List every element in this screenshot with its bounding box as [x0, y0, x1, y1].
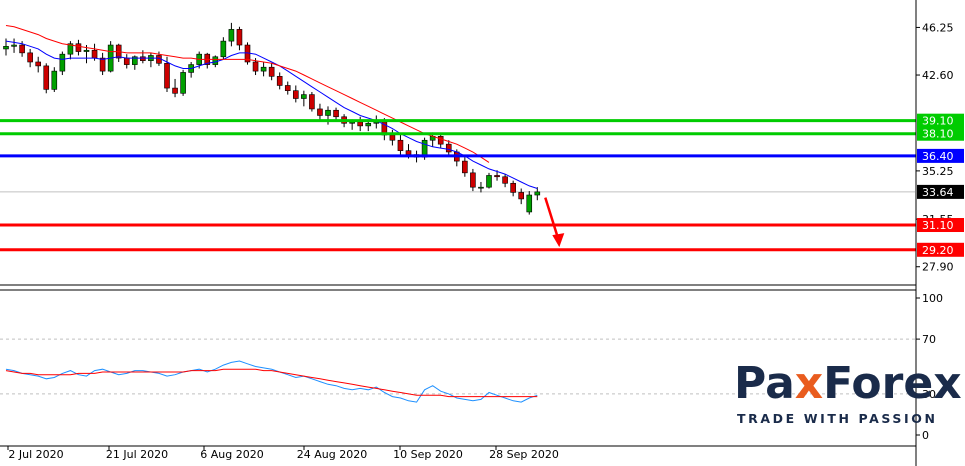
- slow-moving-average-line: [5, 25, 490, 163]
- candle-body: [172, 87, 178, 94]
- price-level-label-box: [917, 218, 964, 233]
- candle-body: [51, 70, 58, 90]
- date-tick-label: 6 Aug 2020: [200, 448, 263, 461]
- candle-body: [260, 66, 267, 72]
- candle-body: [534, 191, 541, 196]
- candle-body: [236, 29, 243, 46]
- candle-body: [284, 85, 291, 91]
- price-level-label: 39.10: [922, 115, 954, 128]
- candle-body: [99, 57, 106, 72]
- price-level-label-box: [917, 242, 964, 257]
- candle-body: [268, 66, 275, 77]
- candle-body: [317, 108, 323, 116]
- price-level-label-box: [917, 113, 964, 128]
- oscillator-main-line: [5, 360, 538, 403]
- candle-body: [397, 139, 404, 151]
- candle-body: [11, 44, 17, 47]
- oscillator-signal-line: [5, 368, 538, 398]
- candle-body: [494, 175, 500, 178]
- price-level-label-box: [917, 126, 964, 141]
- price-y-tick-label: 46.25: [922, 21, 954, 34]
- oscillator-y-tick-label: 100: [922, 292, 943, 305]
- candle-body: [462, 160, 468, 174]
- oscillator-y-tick-label: 0: [922, 429, 929, 442]
- candle-body: [478, 186, 484, 189]
- forecast-arrow-shaft: [544, 197, 560, 240]
- price-level-label: 29.20: [922, 244, 954, 257]
- candle-body: [518, 192, 525, 200]
- candle-body: [470, 172, 476, 188]
- oscillator-panel: [0, 338, 915, 403]
- price-level-label: 31.10: [922, 219, 954, 232]
- price-level-label: 36.40: [922, 150, 954, 163]
- candle-body: [276, 76, 283, 86]
- candle-body: [437, 136, 444, 145]
- candle-body: [486, 175, 492, 188]
- candle-body: [140, 56, 146, 61]
- price-y-tick-label: 27.90: [922, 261, 954, 274]
- candle-body: [309, 94, 315, 110]
- candle-body: [3, 46, 9, 50]
- current-price-label-box: [917, 184, 964, 199]
- candle-body: [67, 43, 74, 55]
- candle-body: [180, 72, 186, 94]
- oscillator-y-tick-label: 30: [922, 388, 936, 401]
- brand-logo: PaxForex TRADE WITH PASSION: [734, 358, 962, 426]
- candle-body: [164, 62, 170, 89]
- candle-body: [510, 182, 516, 193]
- candle-body: [292, 90, 299, 99]
- candle-body: [389, 134, 396, 141]
- candle-body: [19, 44, 25, 54]
- price-y-tick-label: 35.25: [922, 165, 954, 178]
- candle-body: [75, 43, 82, 52]
- candle-body: [301, 94, 307, 99]
- price-level-label-box: [917, 148, 964, 163]
- date-tick-label: 10 Sep 2020: [393, 448, 463, 461]
- candle-body: [27, 52, 33, 63]
- candle-body: [445, 143, 452, 153]
- date-tick-label: 28 Sep 2020: [489, 448, 559, 461]
- candle-body: [325, 109, 331, 116]
- candle-body: [132, 56, 138, 65]
- current-price-label: 33.64: [922, 186, 954, 199]
- candle-body: [123, 57, 130, 65]
- candle-body: [220, 40, 227, 58]
- candle-body: [212, 56, 219, 65]
- candle-body: [252, 61, 259, 72]
- candle-body: [405, 150, 412, 155]
- price-panel: [0, 22, 916, 252]
- date-tick-label: 21 Jul 2020: [106, 448, 168, 461]
- candle-body: [502, 176, 508, 184]
- date-tick-label: 2 Jul 2020: [8, 448, 63, 461]
- candle-body: [91, 49, 98, 59]
- brand-tagline: TRADE WITH PASSION: [737, 411, 938, 426]
- candle-body: [43, 65, 50, 90]
- candle-body: [365, 122, 372, 127]
- candle-body: [333, 109, 339, 118]
- brand-name: PaxForex: [734, 358, 962, 409]
- candle-body: [526, 194, 533, 213]
- candle-body: [357, 121, 364, 127]
- fast-moving-average-line: [5, 40, 538, 189]
- forecast-arrow-head: [552, 233, 565, 248]
- price-level-label: 38.10: [922, 128, 954, 141]
- candle-body: [35, 61, 42, 67]
- price-y-tick-label: 42.60: [922, 69, 954, 82]
- candle-body: [83, 49, 90, 52]
- candle-body: [228, 29, 235, 42]
- oscillator-y-tick-label: 70: [922, 333, 936, 346]
- candle-body: [59, 53, 66, 72]
- date-tick-label: 24 Aug 2020: [297, 448, 367, 461]
